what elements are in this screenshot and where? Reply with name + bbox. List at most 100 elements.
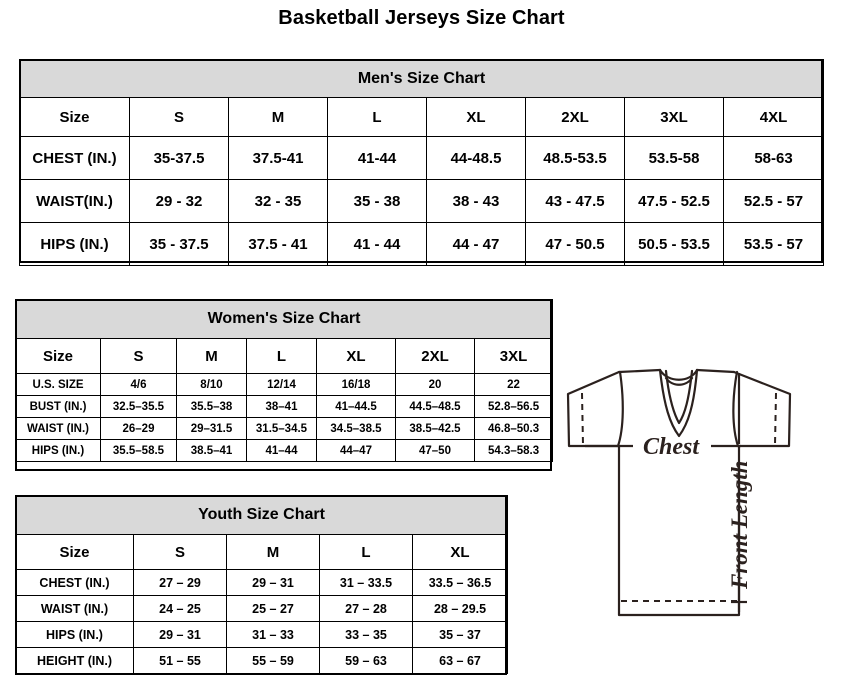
mens-col-header-m: M	[228, 97, 328, 137]
womens-col-header-l: L	[246, 338, 317, 374]
womens-hips-s: 35.5–58.5	[100, 439, 177, 462]
youth-hips-s: 29 – 31	[133, 621, 227, 648]
mens-col-header-l: L	[327, 97, 427, 137]
womens-waist-xl: 34.5–38.5	[316, 417, 396, 440]
youth-waist-l: 27 – 28	[319, 595, 413, 622]
table-row: U.S. SIZE 4/6 8/10 12/14 16/18 20 22	[15, 373, 554, 396]
youth-height-xl: 63 – 67	[411, 647, 509, 674]
mens-row-label-hips: HIPS (IN.)	[19, 222, 130, 266]
mens-chest-2xl: 48.5-53.5	[525, 136, 625, 180]
right-armhole-seam	[732, 370, 740, 448]
table-row: CHEST (IN.) 35-37.5 37.5-41 41-44 44-48.…	[19, 136, 825, 180]
table-row: WAIST (IN.) 24 – 25 25 – 27 27 – 28 28 –…	[15, 595, 509, 622]
mens-chest-xl: 44-48.5	[426, 136, 526, 180]
womens-col-header-s: S	[100, 338, 177, 374]
right-shoulder-line	[695, 368, 736, 374]
mens-waist-2xl: 43 - 47.5	[525, 179, 625, 223]
left-armhole-seam	[616, 370, 624, 448]
youth-row-label-waist: WAIST (IN.)	[15, 595, 134, 622]
mens-size-chart: Men's Size Chart Size S M L XL 2XL 3XL 4…	[18, 59, 825, 266]
mens-chart-title: Men's Size Chart	[18, 59, 825, 98]
mens-chest-3xl: 53.5-58	[624, 136, 724, 180]
womens-row-label-bust: BUST (IN.)	[15, 395, 101, 418]
youth-chart-title: Youth Size Chart	[14, 495, 509, 535]
womens-waist-m: 29–31.5	[176, 417, 247, 440]
mens-chest-l: 41-44	[327, 136, 427, 180]
womens-hips-3xl: 54.3–58.3	[473, 439, 554, 462]
mens-hips-4xl: 53.5 - 57	[722, 222, 825, 266]
mens-waist-m: 32 - 35	[228, 179, 328, 223]
mens-hips-3xl: 50.5 - 53.5	[624, 222, 724, 266]
body-outline	[617, 444, 741, 617]
left-shoulder-line	[617, 368, 662, 374]
womens-row-label-waist: WAIST (IN.)	[15, 417, 101, 440]
neckline-inner	[664, 369, 694, 425]
womens-waist-s: 26–29	[100, 417, 177, 440]
youth-height-l: 59 – 63	[319, 647, 413, 674]
mens-col-header-s: S	[129, 97, 229, 137]
youth-chest-s: 27 – 29	[133, 569, 227, 596]
mens-chest-s: 35-37.5	[129, 136, 229, 180]
youth-hips-xl: 35 – 37	[411, 621, 509, 648]
mens-col-header-4xl: 4XL	[722, 97, 825, 137]
womens-row-label-us-size: U.S. SIZE	[15, 373, 101, 396]
womens-us-size-2xl: 20	[395, 373, 475, 396]
womens-hips-l: 41–44	[246, 439, 317, 462]
mens-waist-xl: 38 - 43	[426, 179, 526, 223]
jersey-measurement-diagram: Chest Front Length	[528, 344, 838, 669]
womens-col-header-m: M	[176, 338, 247, 374]
womens-bust-2xl: 44.5–48.5	[395, 395, 475, 418]
womens-size-chart: Women's Size Chart Size S M L XL 2XL 3XL…	[14, 299, 554, 462]
page-title: Basketball Jerseys Size Chart	[278, 7, 565, 29]
womens-row-label-hips: HIPS (IN.)	[15, 439, 101, 462]
right-sleeve-hem-dashed	[774, 392, 777, 446]
table-row: HIPS (IN.) 35 - 37.5 37.5 - 41 41 - 44 4…	[19, 222, 825, 266]
youth-col-header-l: L	[319, 534, 413, 570]
youth-col-header-size: Size	[15, 534, 134, 570]
youth-height-s: 51 – 55	[133, 647, 227, 674]
youth-height-m: 55 – 59	[226, 647, 320, 674]
mens-col-header-xl: XL	[426, 97, 526, 137]
mens-hips-s: 35 - 37.5	[129, 222, 229, 266]
collar-arc-outer	[658, 368, 699, 381]
youth-header-row: Size S M L XL	[15, 534, 509, 570]
youth-col-header-xl: XL	[411, 534, 509, 570]
mens-hips-l: 41 - 44	[327, 222, 427, 266]
table-row: HIPS (IN.) 35.5–58.5 38.5–41 41–44 44–47…	[15, 439, 554, 462]
womens-us-size-m: 8/10	[176, 373, 247, 396]
mens-waist-4xl: 52.5 - 57	[722, 179, 825, 223]
table-row: HIPS (IN.) 29 – 31 31 – 33 33 – 35 35 – …	[15, 621, 509, 648]
youth-waist-m: 25 – 27	[226, 595, 320, 622]
mens-chest-m: 37.5-41	[228, 136, 328, 180]
table-row: CHEST (IN.) 27 – 29 29 – 31 31 – 33.5 33…	[15, 569, 509, 596]
womens-waist-l: 31.5–34.5	[246, 417, 317, 440]
womens-bust-s: 32.5–35.5	[100, 395, 177, 418]
youth-chart-title-row: Youth Size Chart	[14, 495, 509, 535]
womens-bust-l: 38–41	[246, 395, 317, 418]
mens-header-row: Size S M L XL 2XL 3XL 4XL	[19, 97, 825, 137]
youth-chest-l: 31 – 33.5	[319, 569, 413, 596]
youth-hips-l: 33 – 35	[319, 621, 413, 648]
womens-hips-2xl: 47–50	[395, 439, 475, 462]
mens-col-header-3xl: 3XL	[624, 97, 724, 137]
chest-label: Chest	[643, 434, 700, 460]
neckline-outer	[658, 368, 699, 438]
youth-chest-xl: 33.5 – 36.5	[411, 569, 509, 596]
mens-chest-4xl: 58-63	[722, 136, 825, 180]
womens-bust-m: 35.5–38	[176, 395, 247, 418]
youth-chest-m: 29 – 31	[226, 569, 320, 596]
womens-chart-title-row: Women's Size Chart	[14, 299, 554, 339]
youth-row-label-height: HEIGHT (IN.)	[15, 647, 134, 674]
mens-col-header-size: Size	[19, 97, 130, 137]
left-sleeve-outline	[566, 370, 622, 448]
womens-hips-xl: 44–47	[316, 439, 396, 462]
table-row: WAIST(IN.) 29 - 32 32 - 35 35 - 38 38 - …	[19, 179, 825, 223]
mens-hips-xl: 44 - 47	[426, 222, 526, 266]
mens-row-label-chest: CHEST (IN.)	[19, 136, 130, 180]
mens-chart-title-row: Men's Size Chart	[18, 59, 825, 98]
mens-row-label-waist: WAIST(IN.)	[19, 179, 130, 223]
youth-row-label-chest: CHEST (IN.)	[15, 569, 134, 596]
table-row: HEIGHT (IN.) 51 – 55 55 – 59 59 – 63 63 …	[15, 647, 509, 674]
youth-waist-s: 24 – 25	[133, 595, 227, 622]
womens-us-size-l: 12/14	[246, 373, 317, 396]
